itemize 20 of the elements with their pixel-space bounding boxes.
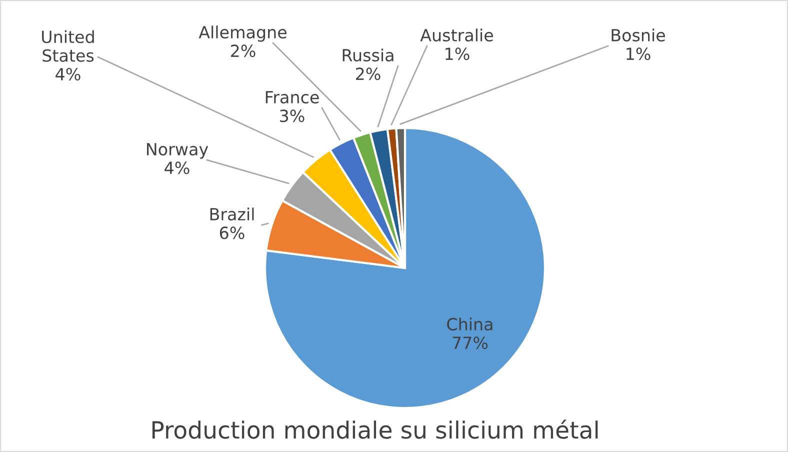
data-label: 1%	[446, 48, 470, 60]
slice-label: Brazil	[210, 208, 254, 221]
slice-label: France	[266, 91, 319, 104]
slice-label: United States	[42, 30, 94, 62]
data-label: 4%	[56, 68, 80, 80]
slice-label: Norway	[147, 143, 208, 159]
data-label: 2%	[231, 44, 256, 58]
pie-slice	[264, 126, 546, 410]
data-label: 77%	[452, 336, 488, 350]
data-label: 3%	[280, 110, 304, 122]
data-label: 4%	[164, 162, 190, 174]
slice-label: China	[447, 318, 492, 331]
slice-label: Russia	[342, 48, 394, 62]
slice-label: Allemagne	[198, 26, 286, 42]
slice-label: Australie	[420, 28, 493, 42]
data-label: 6%	[220, 226, 244, 240]
data-label: 2%	[356, 68, 380, 80]
text: Production mondiale su silicium métal	[152, 420, 598, 439]
data-label: 1%	[626, 48, 650, 60]
slice-label: Bosnie	[612, 28, 665, 42]
